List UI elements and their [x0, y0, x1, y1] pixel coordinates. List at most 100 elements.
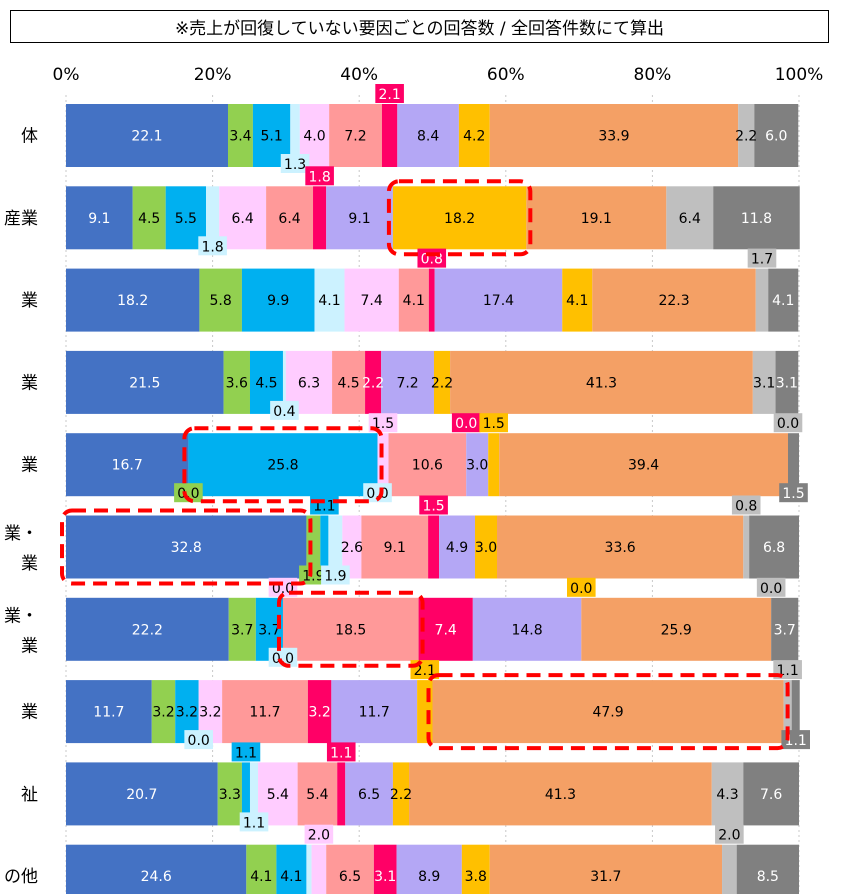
- highlight-box: [276, 590, 425, 668]
- data-label: 1.3: [284, 157, 306, 173]
- bar-segment: [337, 762, 346, 826]
- bar-segment: [66, 762, 218, 826]
- data-label-bg: [773, 413, 803, 433]
- bar-segment: [398, 268, 429, 332]
- bar-segment: [332, 350, 366, 414]
- data-label: 4.5: [337, 375, 359, 391]
- data-label: 5.4: [306, 787, 328, 803]
- data-label: 8.4: [417, 129, 439, 145]
- data-label: 21.5: [129, 375, 160, 391]
- bar-segment: [328, 515, 343, 579]
- bar-segment: [392, 186, 527, 250]
- bar-segment: [722, 844, 737, 894]
- data-label: 6.3: [298, 375, 320, 391]
- bar-segment: [450, 350, 753, 414]
- data-label: 7.4: [361, 293, 383, 309]
- data-label: 2.2: [390, 787, 412, 803]
- data-label: 0.8: [735, 499, 757, 515]
- highlight-box: [182, 426, 384, 504]
- bar-segment: [489, 844, 723, 894]
- data-label: 3.3: [219, 787, 241, 803]
- bar-segment: [458, 104, 490, 167]
- data-label: 3.1: [374, 869, 396, 885]
- bar-row: 18.2 5.8 9.9 4.1 7.4 4.10.817.4 4.1 22.31.74.1: [66, 248, 799, 332]
- bar-segment: [227, 104, 253, 167]
- bar-segment: [592, 268, 756, 332]
- data-label: 32.8: [171, 540, 202, 556]
- data-label: 41.3: [586, 375, 617, 391]
- data-label: 4.1: [280, 869, 302, 885]
- data-label: 2.2: [431, 375, 453, 391]
- data-label: 4.2: [463, 129, 485, 145]
- bar-row: 20.7 3.31.11.15.4 5.41.16.5 2.2 41.3 4.3 7.6: [66, 742, 799, 832]
- category-label: 祉: [21, 785, 38, 805]
- data-label: 1.7: [751, 252, 773, 268]
- data-label: 3.2: [176, 705, 198, 721]
- data-label: 11.7: [249, 705, 280, 721]
- bar-segment: [418, 597, 473, 661]
- bar-segment: [344, 268, 399, 332]
- bar-row: 21.5 3.6 4.50.46.3 4.5 2.2 7.2 2.2 41.3 3.1 3.1: [66, 350, 799, 420]
- bar-segment: [66, 104, 228, 167]
- data-label: 4.9: [446, 540, 468, 556]
- bar-segment: [526, 186, 667, 250]
- data-label: 7.6: [760, 787, 782, 803]
- data-label: 1.1: [243, 815, 265, 831]
- data-label: 0.0: [188, 733, 210, 749]
- data-label: 11.8: [741, 211, 772, 227]
- bar-segment: [132, 186, 166, 250]
- data-label-bg: [375, 84, 404, 103]
- bar-segment: [241, 268, 315, 332]
- data-label: 3.4: [229, 129, 251, 145]
- data-label-bg: [747, 248, 777, 268]
- bar-segment: [326, 844, 374, 894]
- data-label: 4.3: [716, 787, 738, 803]
- bar-segment: [377, 433, 389, 497]
- data-label-bg: [363, 483, 392, 503]
- bar-segment: [241, 762, 250, 826]
- data-label: 1.5: [483, 416, 505, 432]
- bar-segment: [788, 433, 799, 497]
- bar-segment: [497, 515, 744, 579]
- data-label: 0.0: [777, 416, 799, 432]
- bar-segment: [188, 433, 378, 497]
- data-label: 1.9: [302, 569, 324, 585]
- data-label: 3.6: [226, 375, 248, 391]
- bar-segment: [743, 762, 799, 826]
- bar-segment: [219, 186, 267, 250]
- x-tick-label: 40%: [340, 65, 378, 85]
- data-label-bg: [268, 647, 298, 667]
- data-label: 0.0: [570, 581, 592, 597]
- bar-segment: [361, 515, 429, 579]
- data-label: 7.2: [396, 375, 418, 391]
- bar-segment: [428, 515, 440, 579]
- bar-row: 9.1 4.5 5.51.86.4 6.41.89.1 18.2 19.1 6.4 11.8: [66, 166, 800, 256]
- bar-segment: [206, 186, 220, 250]
- bar-segment: [428, 268, 435, 332]
- bar-segment: [768, 268, 799, 332]
- bar-segment: [461, 844, 490, 894]
- bar-segment: [66, 844, 247, 894]
- category-label: 業・: [4, 524, 38, 544]
- bar-row: 24.64.14.10.72.06.53.18.93.831.72.08.5: [66, 824, 799, 894]
- data-label: 7.2: [344, 129, 366, 145]
- data-label: 24.6: [141, 869, 172, 885]
- data-label-bg: [479, 413, 509, 433]
- data-label: 2.1: [378, 87, 400, 103]
- bar-segment: [266, 186, 314, 250]
- data-label: 41.3: [545, 787, 576, 803]
- data-label: 4.1: [772, 293, 794, 309]
- bar-segment: [290, 104, 300, 167]
- bar-segment: [66, 597, 229, 661]
- data-label: 2.6: [341, 540, 363, 556]
- bar-segment: [297, 762, 338, 826]
- data-label: 3.2: [308, 705, 330, 721]
- bar-segment: [282, 597, 419, 661]
- bar-segment: [499, 433, 789, 497]
- data-label: 33.6: [605, 540, 636, 556]
- bar-segment: [434, 268, 563, 332]
- data-label-bg: [231, 742, 261, 762]
- data-label: 2.2: [362, 375, 384, 391]
- data-label: 4.1: [318, 293, 340, 309]
